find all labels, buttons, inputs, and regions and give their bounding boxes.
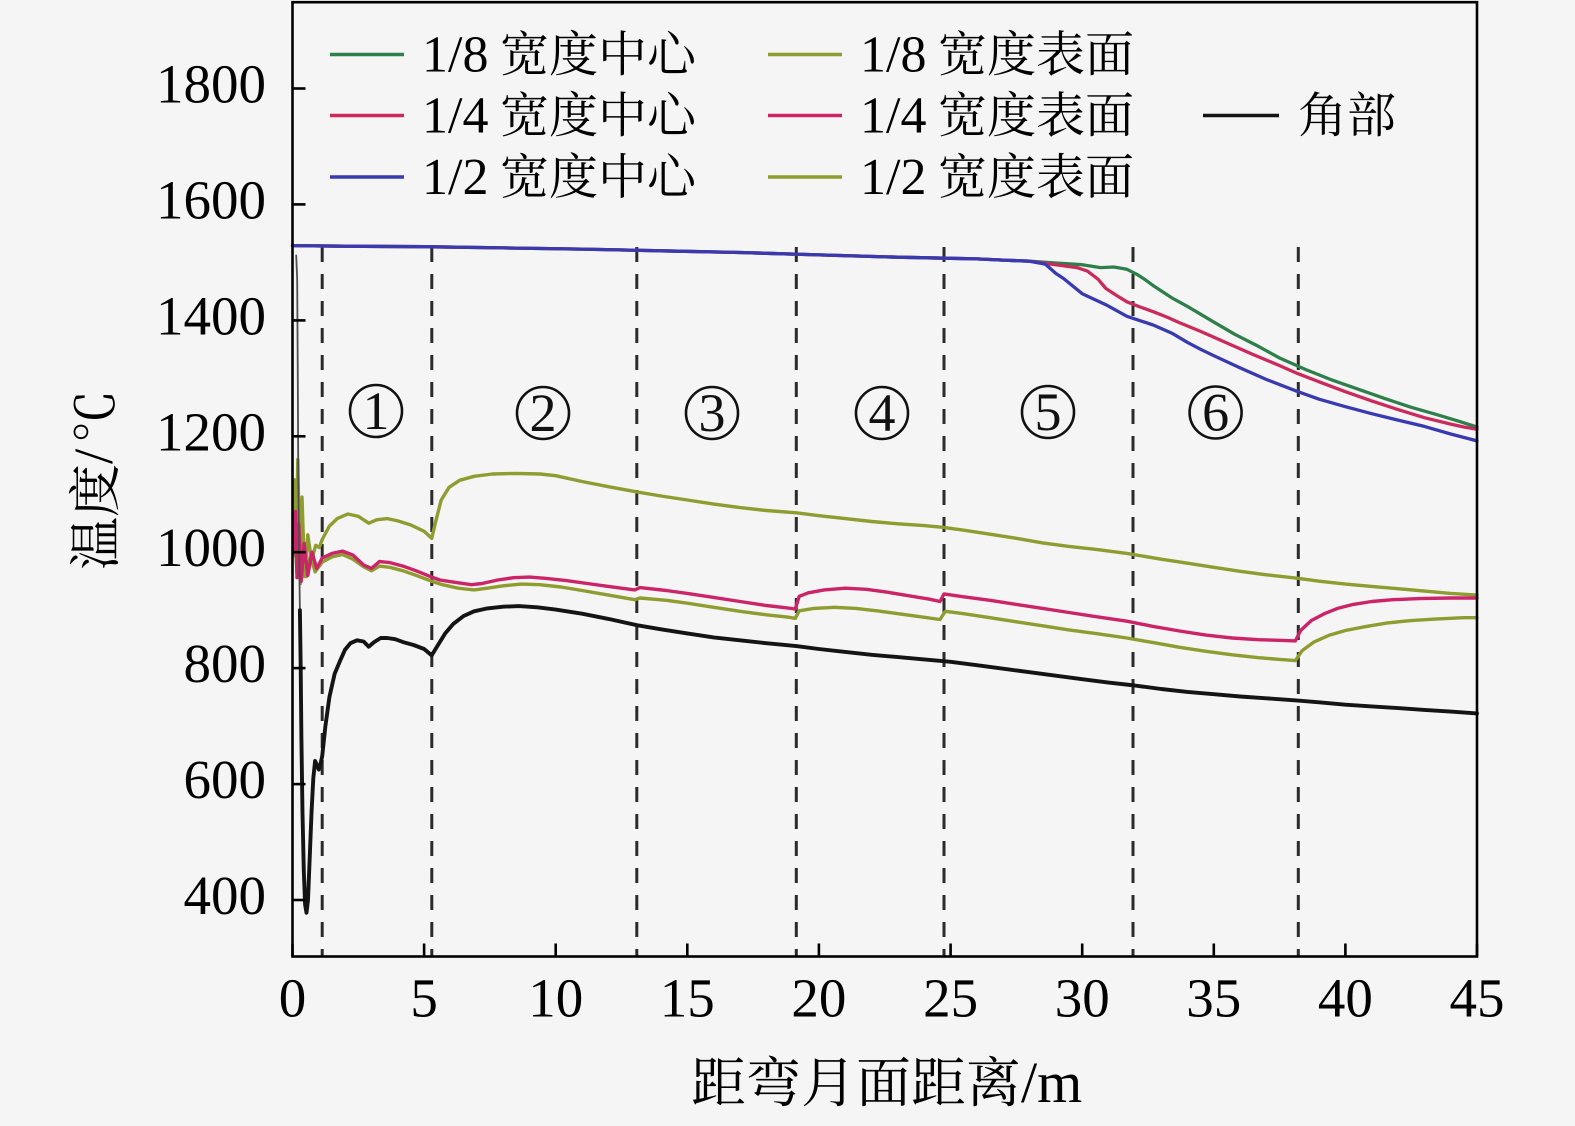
svg-text:4: 4 bbox=[869, 383, 896, 443]
svg-text:20: 20 bbox=[791, 968, 846, 1029]
svg-text:1/8: 1/8 bbox=[422, 27, 488, 84]
svg-text:1/4: 1/4 bbox=[422, 88, 488, 145]
svg-text:25: 25 bbox=[923, 968, 978, 1029]
svg-text:3: 3 bbox=[699, 383, 726, 443]
svg-text:1800: 1800 bbox=[156, 54, 266, 115]
svg-text:1600: 1600 bbox=[156, 169, 266, 230]
svg-text:45: 45 bbox=[1450, 968, 1505, 1029]
svg-text:/: / bbox=[63, 448, 124, 464]
svg-text:10: 10 bbox=[528, 968, 583, 1029]
svg-text:2: 2 bbox=[530, 383, 557, 443]
svg-text:1/8: 1/8 bbox=[860, 27, 926, 84]
svg-text:1/4: 1/4 bbox=[860, 88, 926, 145]
svg-text:1400: 1400 bbox=[156, 285, 266, 346]
svg-text:40: 40 bbox=[1318, 968, 1373, 1029]
svg-text:35: 35 bbox=[1186, 968, 1241, 1029]
svg-text:1: 1 bbox=[363, 381, 390, 441]
svg-text:1/2: 1/2 bbox=[422, 149, 488, 206]
svg-text:6: 6 bbox=[1202, 383, 1229, 443]
svg-text:30: 30 bbox=[1055, 968, 1110, 1029]
svg-text:5: 5 bbox=[410, 968, 438, 1029]
svg-text:1000: 1000 bbox=[156, 517, 266, 578]
svg-text:1/2: 1/2 bbox=[860, 149, 926, 206]
svg-text:5: 5 bbox=[1035, 382, 1062, 442]
svg-text:400: 400 bbox=[184, 865, 267, 926]
svg-text:0: 0 bbox=[279, 968, 307, 1029]
svg-text:15: 15 bbox=[660, 968, 715, 1029]
svg-text:1200: 1200 bbox=[156, 401, 266, 462]
svg-text:/m: /m bbox=[1021, 1050, 1082, 1115]
svg-text:600: 600 bbox=[184, 749, 267, 810]
svg-text:800: 800 bbox=[184, 633, 267, 694]
